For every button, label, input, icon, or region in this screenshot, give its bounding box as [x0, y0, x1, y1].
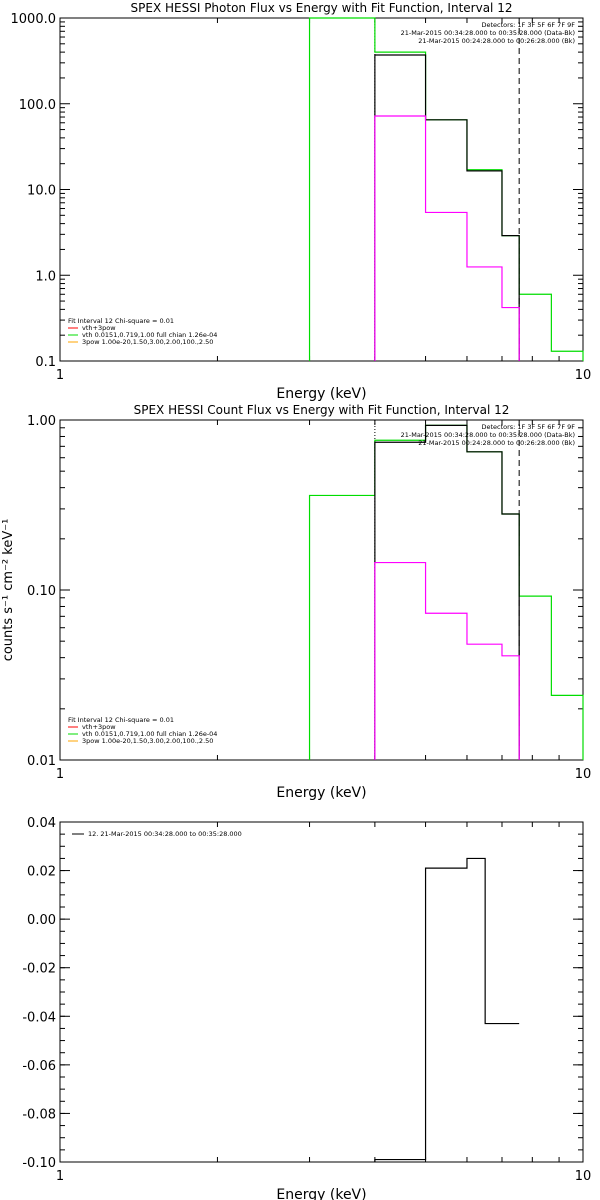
y-tick-label: 10.0: [27, 184, 56, 199]
y-tick-label: 100.0: [19, 98, 56, 113]
legend-label: vth 0.0151,0.719,1.00 full chian 1.26e-0…: [82, 730, 217, 738]
y-tick-label: 0.10: [27, 584, 56, 599]
info-text: 21-Mar-2015 00:24:28.000 to 00:26:28.000…: [418, 439, 575, 447]
chart-title: SPEX HESSI Photon Flux vs Energy with Fi…: [131, 1, 513, 15]
histogram-series: [374, 115, 520, 361]
info-text: Detectors: 1F 3F 5F 6F 7F 9F: [481, 423, 575, 431]
x-tick-label: 10: [575, 767, 592, 782]
plot-frame: [59, 419, 584, 761]
y-tick-label: 0.00: [27, 913, 56, 928]
histogram-series: [374, 424, 520, 760]
histogram-series: [308, 17, 584, 361]
y-tick-label: 0.02: [27, 865, 56, 880]
legend-label: vth+3pow: [82, 324, 116, 332]
histogram-series: [374, 561, 520, 760]
info-text: 21-Mar-2015 00:34:28.000 to 00:35:28.000…: [401, 29, 575, 37]
y-tick-label: -0.06: [22, 1059, 56, 1074]
y-tick-label: 0.1: [35, 355, 56, 370]
plot-frame: [59, 17, 584, 362]
y-tick-label: 1.0: [35, 269, 56, 284]
x-tick-label: 1: [56, 368, 64, 383]
y-tick-label: 0.04: [27, 816, 56, 831]
y-tick-label: -0.10: [22, 1156, 56, 1171]
legend-label: 3pow 1.00e-20,1.50,3.00,2.00,100.,2.50: [82, 737, 213, 745]
y-tick-label: -0.04: [22, 1010, 56, 1025]
histogram-series: [374, 54, 520, 361]
plot-frame: [59, 821, 584, 1163]
y-tick-label: 1000.0: [11, 12, 57, 27]
x-tick-label: 1: [56, 1169, 64, 1184]
x-axis-label: Energy (keV): [276, 785, 366, 801]
legend-label: 3pow 1.00e-20,1.50,3.00,2.00,100.,2.50: [82, 338, 213, 346]
y-tick-label: -0.02: [22, 962, 56, 977]
histogram-series: [374, 857, 520, 1162]
y-tick-label: 1.00: [27, 414, 56, 429]
y-tick-label: 0.01: [27, 754, 56, 769]
histogram-series: [308, 424, 584, 760]
info-text: Detectors: 1F 3F 5F 6F 7F 9F: [481, 21, 575, 29]
y-axis-label: counts s⁻¹ cm⁻² keV⁻¹: [1, 519, 16, 662]
legend-label: vth+3pow: [82, 723, 116, 731]
x-tick-label: 10: [575, 1169, 592, 1184]
chart-title: SPEX HESSI Count Flux vs Energy with Fit…: [134, 403, 510, 417]
x-axis-label: Energy (keV): [276, 386, 366, 402]
legend-title: Fit Interval 12 Chi-square = 0.01: [68, 317, 174, 325]
legend-title: Fit Interval 12 Chi-square = 0.01: [68, 716, 174, 724]
x-tick-label: 1: [56, 767, 64, 782]
x-tick-label: 10: [575, 368, 592, 383]
x-axis-label: Energy (keV): [276, 1187, 366, 1200]
info-text: 21-Mar-2015 00:24:28.000 to 00:26:28.000…: [418, 37, 575, 45]
y-tick-label: -0.08: [22, 1107, 56, 1122]
legend-label: vth 0.0151,0.719,1.00 full chian 1.26e-0…: [82, 331, 217, 339]
legend-label: 12. 21-Mar-2015 00:34:28.000 to 00:35:28…: [88, 830, 242, 838]
info-text: 21-Mar-2015 00:34:28.000 to 00:35:28.000…: [401, 431, 575, 439]
